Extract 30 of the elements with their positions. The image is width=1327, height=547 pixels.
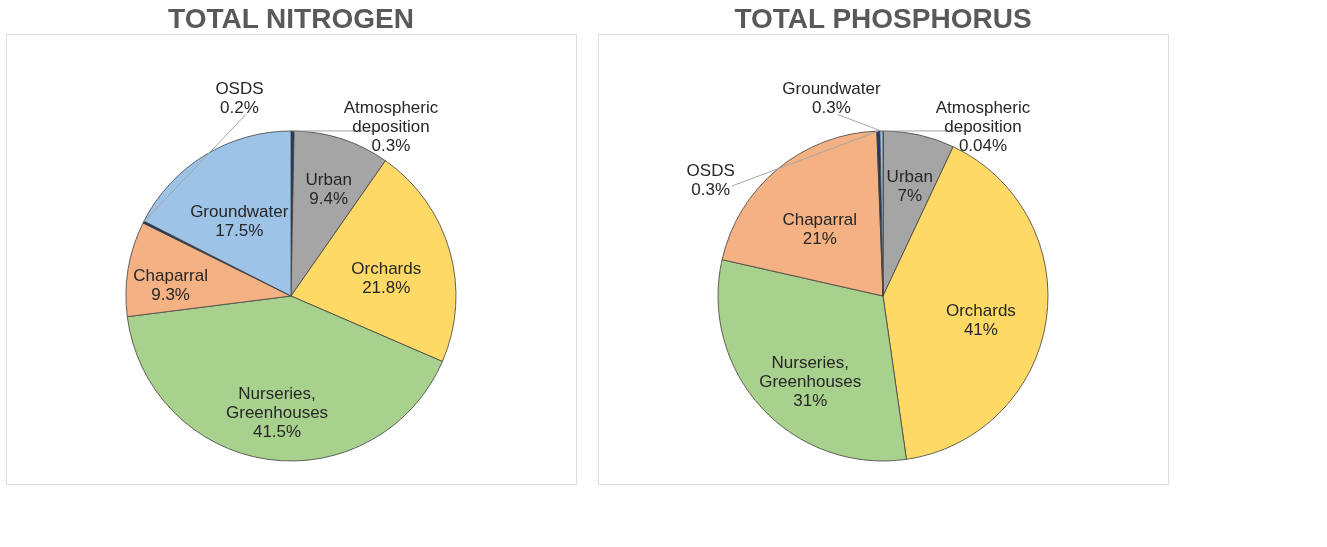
slice-label: OSDS — [215, 79, 264, 99]
data-label: 21.8% — [362, 277, 411, 297]
slice-label: Groundwater — [190, 201, 289, 221]
slice-label: Chaparral — [133, 265, 208, 285]
slice-label: Orchards — [351, 258, 422, 278]
slice-label: Chaparral — [782, 209, 858, 229]
data-label: 9.3% — [151, 284, 190, 304]
slice-label: OSDS — [686, 160, 735, 180]
slice-label: Urban — [305, 169, 352, 189]
slice-label: Orchards — [945, 300, 1016, 320]
data-label: 41.5% — [252, 422, 302, 442]
slice-label: Nurseries, Greenhouses — [759, 353, 862, 392]
data-label: 0.2% — [220, 98, 259, 118]
data-label: 9.4% — [309, 188, 349, 208]
chart-title: TOTAL PHOSPHORUS — [734, 3, 1032, 34]
data-label: 31% — [793, 391, 828, 411]
data-label: 7% — [897, 185, 923, 205]
data-label: 41% — [963, 319, 998, 339]
slice-label: Atmospheric deposition — [935, 97, 1031, 136]
data-label: 0.3% — [812, 98, 851, 118]
data-label: 21% — [802, 228, 837, 248]
chart-title: TOTAL NITROGEN — [168, 3, 414, 34]
slice-label: Nurseries, Greenhouses — [226, 384, 329, 423]
data-label: 0.3% — [691, 179, 731, 199]
data-label: 0.04% — [958, 135, 1008, 155]
slice-label: Atmospheric deposition — [343, 97, 439, 136]
slice-label: Urban — [886, 166, 933, 186]
slice-label: Groundwater — [782, 79, 881, 99]
data-label: 0.3% — [371, 135, 411, 155]
data-label: 17.5% — [215, 220, 264, 240]
